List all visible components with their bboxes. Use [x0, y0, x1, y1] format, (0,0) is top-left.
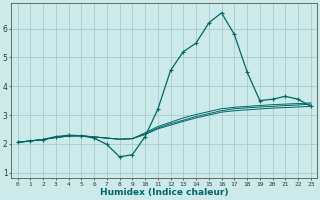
X-axis label: Humidex (Indice chaleur): Humidex (Indice chaleur) [100, 188, 228, 197]
